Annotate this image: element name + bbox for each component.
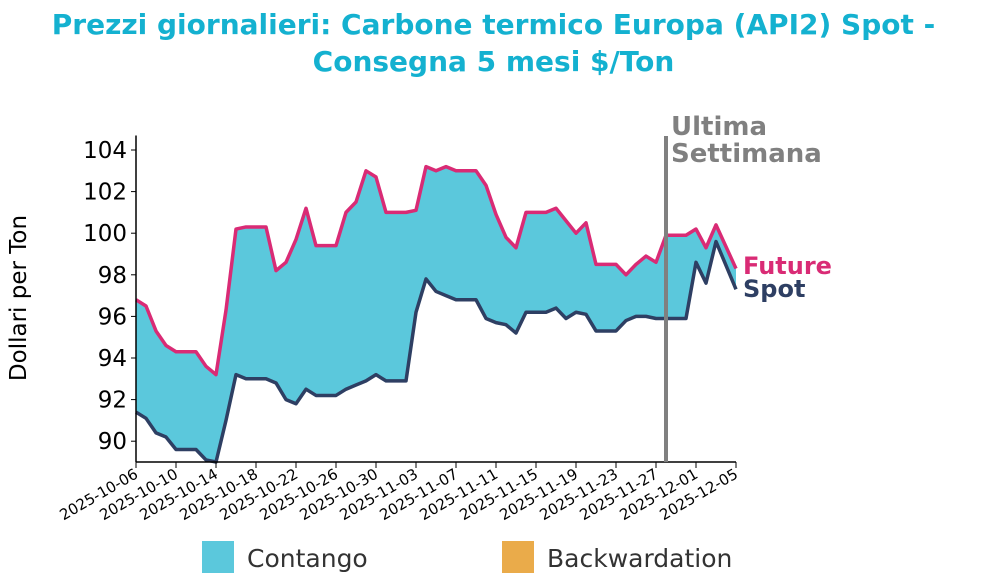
y-axis-label: Dollari per Ton — [6, 215, 32, 381]
y-tick-label: 98 — [98, 263, 127, 289]
y-tick-label: 96 — [98, 304, 127, 330]
legend-label: Backwardation — [547, 544, 732, 573]
future-line — [135, 164, 738, 377]
y-tick-label: 94 — [98, 346, 127, 372]
y-tick-label: 100 — [83, 221, 127, 247]
y-tick-label: 102 — [83, 180, 127, 206]
contango-area — [136, 166, 736, 462]
last-week-label: Ultima — [671, 112, 767, 142]
chart-title: Prezzi giornalieri: Carbone termico Euro… — [51, 8, 936, 78]
legend-swatch — [202, 541, 234, 573]
y-tick-label: 90 — [98, 429, 127, 455]
legend-label: Contango — [247, 544, 368, 573]
last-week-label: Settimana — [671, 139, 822, 169]
spot-line — [135, 239, 738, 464]
y-tick-label: 92 — [98, 388, 127, 414]
y-tick-label: 104 — [83, 138, 127, 164]
legend-swatch — [502, 541, 534, 573]
spot-label: Spot — [743, 275, 805, 303]
future-label: Future — [743, 252, 832, 280]
